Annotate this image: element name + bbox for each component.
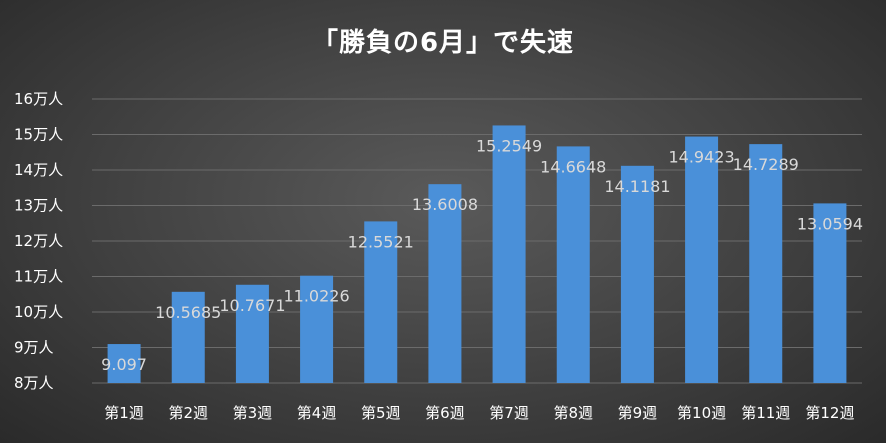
chart-title: 「勝負の6月」で失速 bbox=[311, 28, 575, 58]
data-label: 15.2549 bbox=[476, 136, 542, 155]
bar bbox=[492, 125, 526, 383]
bar bbox=[171, 291, 205, 383]
y-tick-label: 12万人 bbox=[14, 232, 63, 250]
bar bbox=[428, 184, 462, 383]
x-tick-label: 第3週 bbox=[233, 404, 273, 422]
bar bbox=[685, 136, 719, 383]
y-tick-label: 8万人 bbox=[14, 374, 54, 392]
y-tick-label: 11万人 bbox=[14, 268, 63, 286]
x-tick-label: 第10週 bbox=[677, 404, 726, 422]
y-tick-label: 13万人 bbox=[14, 197, 63, 215]
data-label: 14.6648 bbox=[540, 157, 606, 176]
bar bbox=[300, 275, 334, 383]
data-label: 12.5521 bbox=[348, 232, 414, 251]
x-tick-label: 第2週 bbox=[168, 404, 208, 422]
x-tick-label: 第12週 bbox=[805, 404, 854, 422]
y-tick-label: 14万人 bbox=[14, 161, 63, 179]
data-label: 9.097 bbox=[101, 355, 147, 374]
x-tick-label: 第4週 bbox=[297, 404, 337, 422]
data-label: 14.7289 bbox=[733, 155, 799, 174]
bar bbox=[364, 221, 398, 383]
x-tick-label: 第11週 bbox=[741, 404, 790, 422]
x-tick-label: 第5週 bbox=[361, 404, 401, 422]
data-label: 14.9423 bbox=[668, 148, 734, 167]
x-tick-label: 第7週 bbox=[489, 404, 529, 422]
data-label: 10.7671 bbox=[219, 296, 285, 315]
y-tick-label: 15万人 bbox=[14, 126, 63, 144]
data-label: 13.0594 bbox=[797, 214, 863, 233]
data-label: 11.0226 bbox=[283, 287, 349, 306]
y-tick-label: 16万人 bbox=[14, 90, 63, 108]
bar bbox=[235, 284, 269, 383]
bar bbox=[620, 165, 654, 383]
bar bbox=[556, 146, 590, 383]
x-tick-label: 第9週 bbox=[618, 404, 658, 422]
bar bbox=[813, 203, 847, 383]
x-tick-label: 第8週 bbox=[553, 404, 593, 422]
data-label: 10.5685 bbox=[155, 303, 221, 322]
bar bbox=[107, 344, 141, 383]
x-tick-label: 第1週 bbox=[104, 404, 144, 422]
bar bbox=[749, 144, 783, 383]
y-tick-label: 9万人 bbox=[14, 339, 54, 357]
y-tick-label: 10万人 bbox=[14, 303, 63, 321]
data-label: 14.1181 bbox=[604, 177, 670, 196]
x-tick-label: 第6週 bbox=[425, 404, 465, 422]
data-label: 13.6008 bbox=[412, 195, 478, 214]
